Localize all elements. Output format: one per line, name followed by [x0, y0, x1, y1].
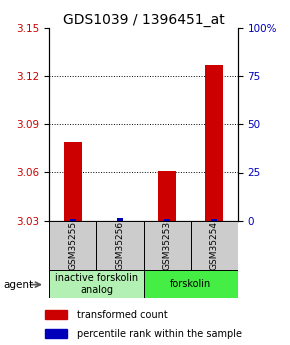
Bar [45, 329, 67, 338]
Title: GDS1039 / 1396451_at: GDS1039 / 1396451_at [63, 12, 224, 27]
Bar [164, 219, 170, 221]
Bar [70, 219, 76, 221]
Text: agent: agent [3, 280, 33, 289]
Text: GSM35255: GSM35255 [68, 221, 77, 270]
Bar [45, 310, 67, 319]
Text: inactive forskolin
analog: inactive forskolin analog [55, 274, 138, 295]
Bar [49, 270, 144, 298]
Text: GSM35256: GSM35256 [115, 221, 124, 270]
Bar [96, 221, 144, 271]
Text: GSM35254: GSM35254 [210, 221, 219, 270]
Bar [191, 221, 238, 271]
Text: forskolin: forskolin [170, 279, 211, 289]
Bar [144, 221, 191, 271]
Bar [64, 142, 82, 221]
Bar [117, 218, 123, 221]
Bar [49, 221, 96, 271]
Bar [211, 219, 217, 221]
Text: GSM35253: GSM35253 [163, 221, 172, 270]
Text: transformed count: transformed count [77, 309, 167, 319]
Bar [205, 65, 223, 221]
Bar [144, 270, 238, 298]
Text: percentile rank within the sample: percentile rank within the sample [77, 328, 242, 338]
Bar [158, 171, 176, 221]
